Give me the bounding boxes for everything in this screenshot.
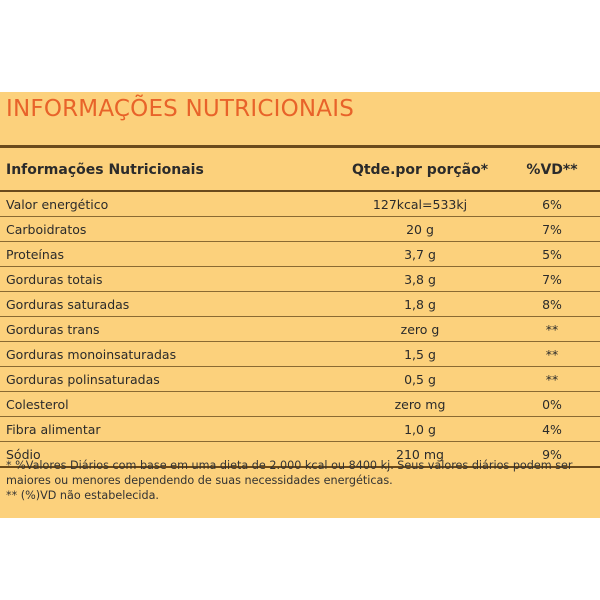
nutrient-daily-value: 7%	[504, 216, 600, 242]
table-row: Gorduras polinsaturadas 0,5 g **	[0, 366, 600, 392]
footnote-not-established: ** (%)VD não estabelecida.	[6, 489, 159, 502]
nutrient-quantity: 3,7 g	[336, 241, 504, 267]
nutrient-name: Carboidratos	[0, 216, 336, 242]
nutrient-name: Proteínas	[0, 241, 336, 267]
nutrition-table: Informações Nutricionais Qtde.por porção…	[0, 150, 600, 468]
nutrient-name: Gorduras polinsaturadas	[0, 366, 336, 392]
nutrient-quantity: 3,8 g	[336, 266, 504, 292]
nutrient-daily-value: **	[504, 316, 600, 342]
nutrient-daily-value: 9%	[504, 441, 600, 468]
nutrient-daily-value: 6%	[504, 191, 600, 217]
nutrient-quantity: zero mg	[336, 391, 504, 417]
page-title: INFORMAÇÕES NUTRICIONAIS	[6, 96, 355, 122]
column-header-quantity: Qtde.por porção*	[336, 150, 504, 192]
column-header-name: Informações Nutricionais	[0, 150, 336, 192]
nutrient-quantity: 127kcal=533kj	[336, 191, 504, 217]
nutrient-daily-value: **	[504, 341, 600, 367]
nutrition-panel: INFORMAÇÕES NUTRICIONAIS Informações Nut…	[0, 92, 600, 518]
nutrient-quantity: 1,0 g	[336, 416, 504, 442]
nutrient-quantity: 1,8 g	[336, 291, 504, 317]
table-row: Proteínas 3,7 g 5%	[0, 241, 600, 267]
nutrient-name: Sódio	[0, 441, 336, 468]
nutrient-quantity: 20 g	[336, 216, 504, 242]
nutrient-name: Gorduras trans	[0, 316, 336, 342]
nutrient-daily-value: 0%	[504, 391, 600, 417]
nutrient-quantity: 1,5 g	[336, 341, 504, 367]
nutrient-quantity: 0,5 g	[336, 366, 504, 392]
table-row: Fibra alimentar 1,0 g 4%	[0, 416, 600, 442]
title-divider	[0, 145, 600, 148]
nutrient-daily-value: 7%	[504, 266, 600, 292]
table-row: Sódio 210 mg 9%	[0, 441, 600, 468]
nutrient-name: Gorduras totais	[0, 266, 336, 292]
table-row: Gorduras monoinsaturadas 1,5 g **	[0, 341, 600, 367]
nutrient-name: Valor energético	[0, 191, 336, 217]
table-header-row: Informações Nutricionais Qtde.por porção…	[0, 150, 600, 192]
table-row: Valor energético 127kcal=533kj 6%	[0, 191, 600, 217]
table-row: Gorduras totais 3,8 g 7%	[0, 266, 600, 292]
nutrient-name: Gorduras saturadas	[0, 291, 336, 317]
nutrient-quantity: 210 mg	[336, 441, 504, 468]
nutrient-daily-value: 5%	[504, 241, 600, 267]
nutrient-name: Gorduras monoinsaturadas	[0, 341, 336, 367]
table-row: Colesterol zero mg 0%	[0, 391, 600, 417]
footnote-daily-values: * %Valores Diários com base em uma dieta…	[6, 459, 573, 487]
nutrient-name: Colesterol	[0, 391, 336, 417]
nutrient-daily-value: 4%	[504, 416, 600, 442]
footnotes: * %Valores Diários com base em uma dieta…	[6, 458, 594, 503]
nutrient-quantity: zero g	[336, 316, 504, 342]
column-header-daily-value: %VD**	[504, 150, 600, 192]
table-row: Gorduras saturadas 1,8 g 8%	[0, 291, 600, 317]
nutrient-name: Fibra alimentar	[0, 416, 336, 442]
nutrient-daily-value: **	[504, 366, 600, 392]
table-row: Carboidratos 20 g 7%	[0, 216, 600, 242]
nutrient-daily-value: 8%	[504, 291, 600, 317]
table-row: Gorduras trans zero g **	[0, 316, 600, 342]
